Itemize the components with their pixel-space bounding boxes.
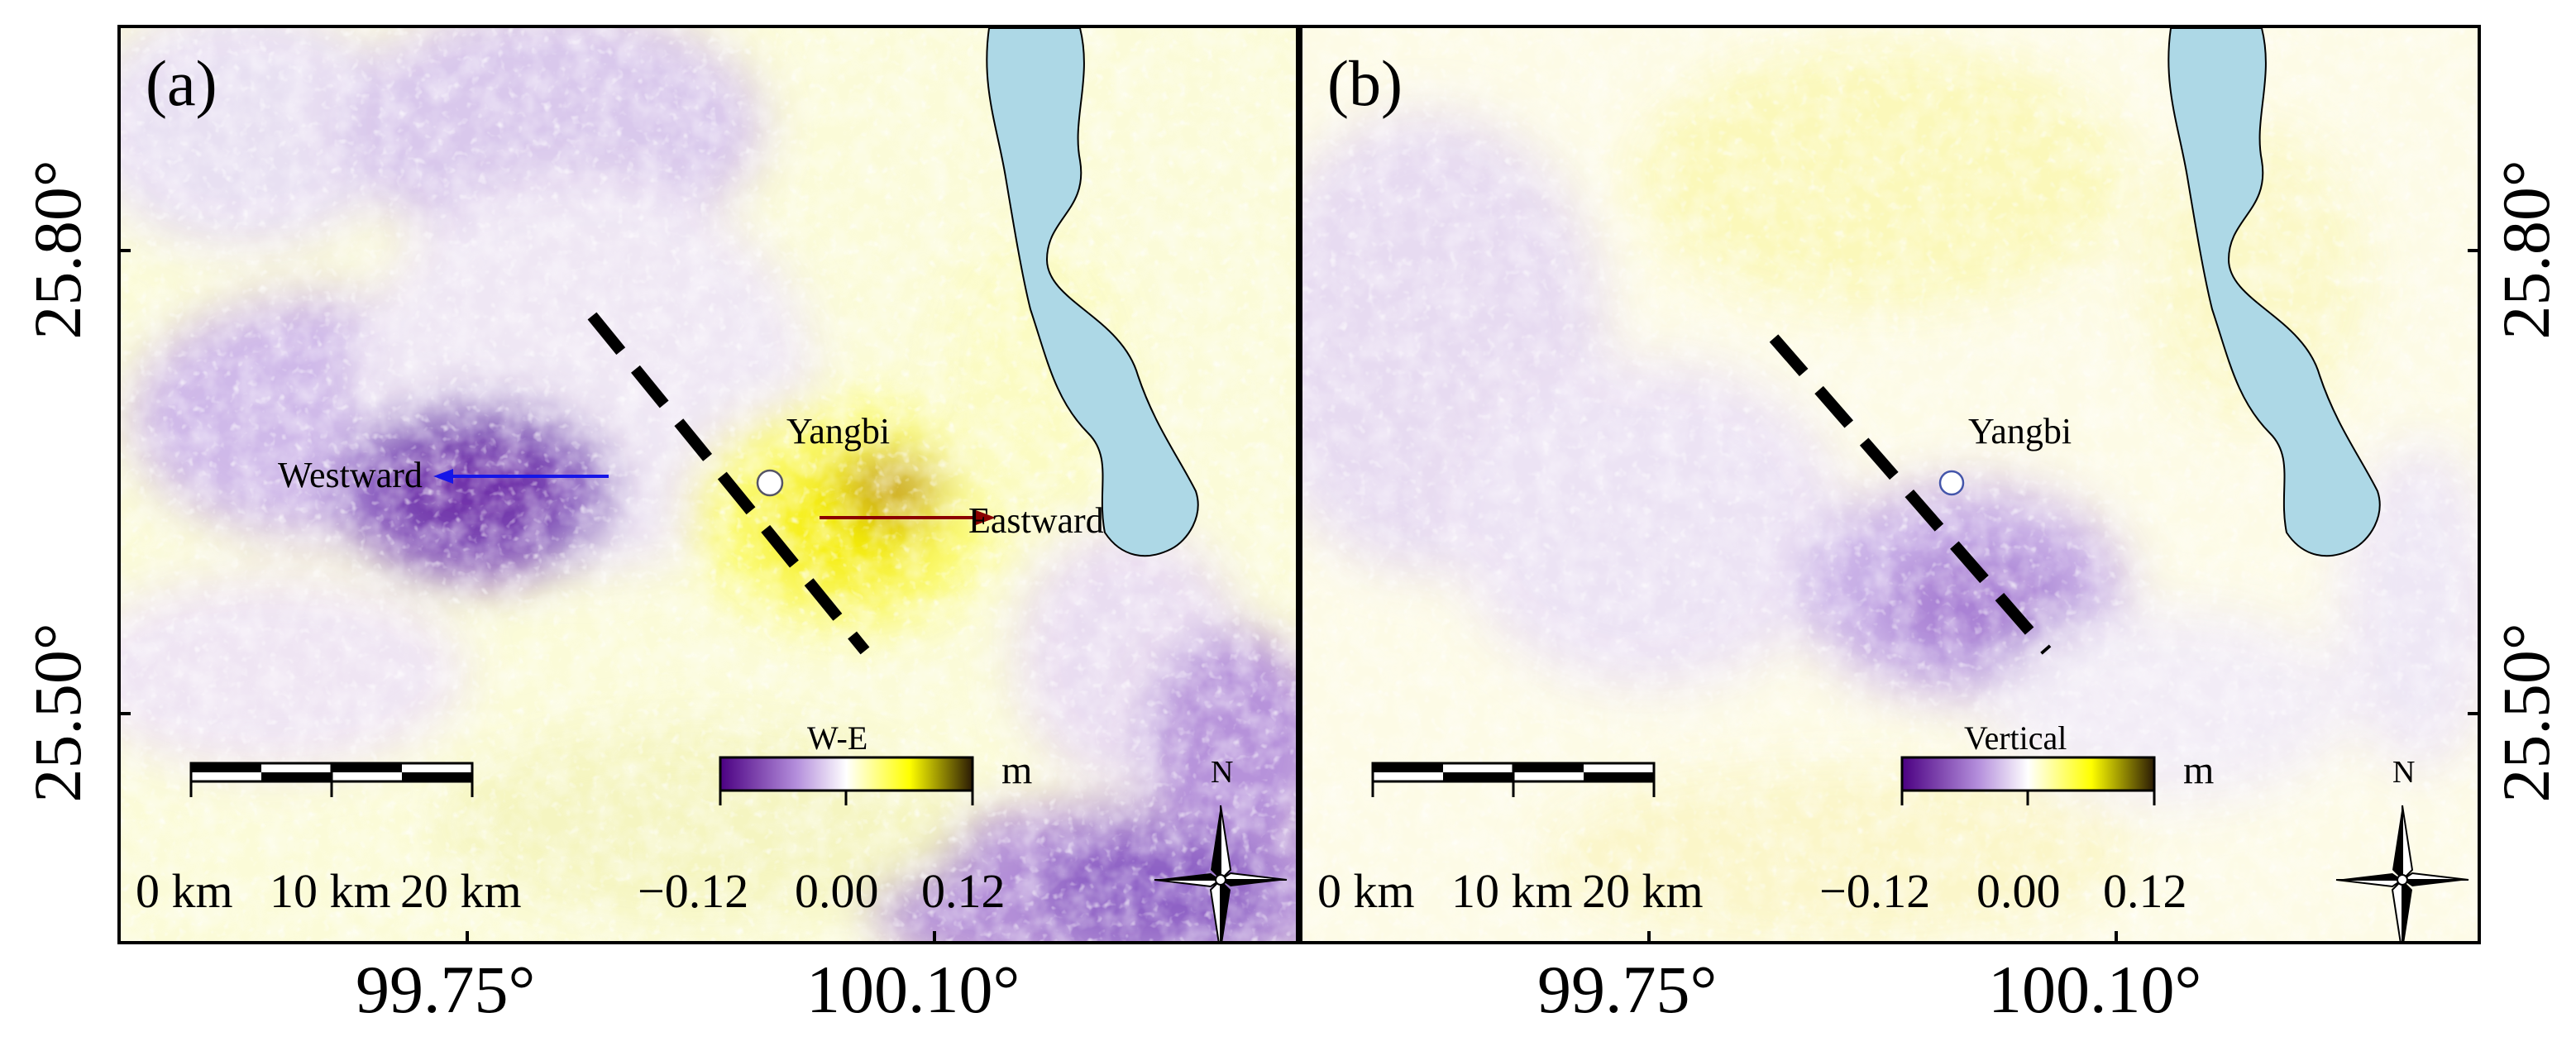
colorbar-tick-mid: 0.00 (795, 864, 879, 918)
north-label: N (2392, 755, 2416, 790)
westward-label: Westward (278, 455, 423, 495)
scale-label-0: 0 km (1317, 864, 1415, 918)
scale-label-20: 20 km (400, 864, 522, 918)
scale-label-10: 10 km (1451, 864, 1573, 918)
colorbar-tick-max: 0.12 (921, 864, 1006, 918)
scale-bar (1371, 762, 1656, 797)
colorbar (1900, 756, 2156, 792)
epicenter-marker (756, 469, 784, 497)
colorbar-title: Vertical (1964, 719, 2067, 757)
place-label-yangbi: Yangbi (1968, 411, 2072, 451)
panel-label: (a) (146, 47, 217, 119)
lat-tick-right-2: 25.50° (2488, 623, 2564, 803)
place-label-yangbi: Yangbi (786, 411, 891, 451)
north-arrow-icon (1154, 805, 1288, 941)
colorbar-unit: m (1001, 748, 1033, 792)
panel-label: (b) (1327, 47, 1403, 119)
scale-label-10: 10 km (270, 864, 391, 918)
north-arrow-icon (2335, 805, 2469, 941)
colorbar-tick-max: 0.12 (2103, 864, 2187, 918)
colorbar-title: W-E (807, 719, 868, 757)
panel-b-vertical-displacement: (b) Yangbi Vertical m −0.12 0.00 0.12 0 … (1299, 25, 2481, 944)
fault-trace (587, 312, 870, 655)
scale-label-20: 20 km (1582, 864, 1704, 918)
colorbar-tick-min: −0.12 (638, 864, 749, 918)
scale-label-0: 0 km (136, 864, 233, 918)
lat-tick-right-1: 25.80° (2488, 160, 2564, 340)
lake-erhai (986, 28, 1199, 557)
panel-a-we-displacement: (a) Yangbi Westward Eastward W-E m −0.12… (117, 25, 1299, 944)
scale-bar (189, 762, 474, 797)
lake-erhai (2167, 28, 2381, 557)
lon-tick-b-1: 99.75° (1537, 952, 1718, 1027)
eastward-label: Eastward (968, 500, 1104, 541)
colorbar-tick-min: −0.12 (1819, 864, 1931, 918)
colorbar-unit: m (2183, 748, 2215, 792)
colorbar-tick-mid: 0.00 (1976, 864, 2061, 918)
fault-trace (1769, 334, 2052, 655)
lon-tick-a-1: 99.75° (356, 952, 536, 1027)
we-deformation-field (121, 28, 1296, 941)
epicenter-marker (1938, 470, 1965, 496)
north-label: N (1211, 755, 1234, 790)
lat-tick-left-2: 25.50° (20, 623, 95, 803)
lon-tick-a-2: 100.10° (806, 952, 1020, 1027)
lon-tick-b-2: 100.10° (1988, 952, 2202, 1027)
lat-tick-left-1: 25.80° (20, 160, 95, 340)
vertical-deformation-field (1302, 28, 2478, 941)
